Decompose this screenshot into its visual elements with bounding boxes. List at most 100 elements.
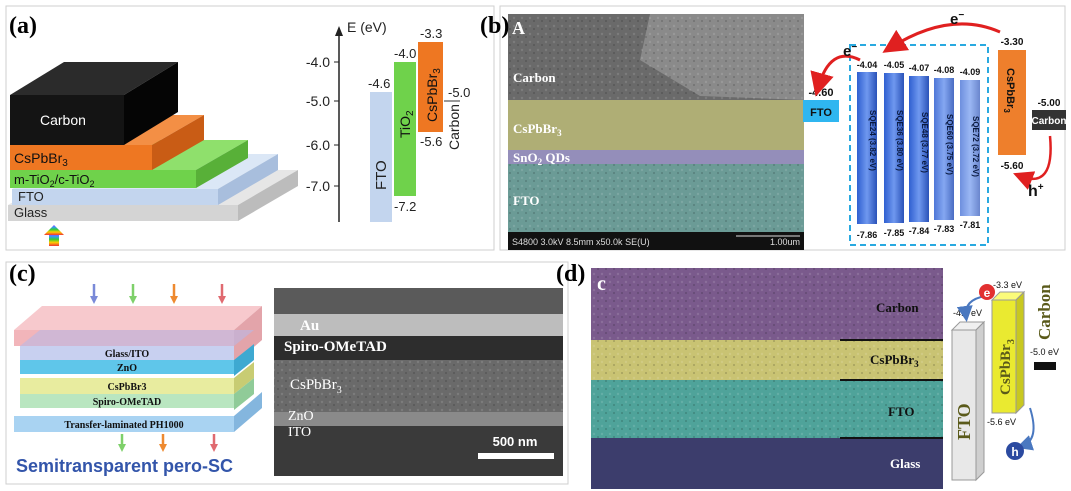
sem-image-b: A Carbon CsPbBr3 SnO2 QDs FTO S4800 3.0k…	[508, 14, 804, 250]
sqe-bar: -4.05 -7.85 SQE36 (3.80 eV)	[884, 60, 905, 238]
fto-box-label: FTO	[810, 107, 832, 119]
sqe-label: SQE60 (3.75 eV)	[945, 114, 954, 175]
scale-bar-label: 500 nm	[493, 434, 538, 449]
sqe-bottom-value: -7.84	[909, 226, 930, 236]
tio2-band-label: TiO2	[397, 110, 416, 138]
sem-image-c: Au Spiro-OMeTAD CsPbBr3 ZnO ITO 500 nm	[274, 288, 563, 476]
panel-a: (a) Glass FTO m-TiO2/c-TiO2 CsPbBr3	[5, 5, 495, 251]
layer-label: Spiro-OMeTAD	[93, 397, 162, 408]
carbon-value: -5.0 eV	[1030, 347, 1059, 357]
tio2-layer-label: m-TiO2/c-TiO2	[14, 172, 95, 189]
transmitted-light-arrows	[118, 434, 218, 452]
fto-value: -4.6 eV	[953, 308, 982, 318]
tio2-band: -4.0 -7.2 TiO2	[394, 46, 416, 214]
sqe-label: SQE24 (3.82 eV)	[868, 110, 877, 171]
hole-icon	[1006, 442, 1024, 460]
sem-footer-right: 1.00um	[770, 237, 800, 247]
electron-label: e−	[950, 10, 964, 28]
panel-b: A Carbon CsPbBr3 SnO2 QDs FTO S4800 3.0k…	[480, 5, 1067, 251]
device-stack: Glass/ITO ZnO CsPbBr3 Spiro-OMeTAD Trans…	[14, 306, 262, 432]
sqe-label: SQE48 (3.77 eV)	[920, 112, 929, 173]
electron-label-left: e−	[843, 42, 857, 60]
layer-label: Glass/ITO	[105, 349, 149, 360]
cs-box: -3.30 -5.60 CsPbBr3	[998, 37, 1026, 172]
carbon-level-label: Carbon	[446, 104, 462, 150]
cs-box-top: -3.30	[1001, 37, 1024, 48]
sqe-bottom-value: -7.85	[884, 228, 905, 238]
electron-arrow-icon	[810, 54, 861, 97]
energy-axis: E (eV) -4.0 -5.0 -6.0 -7.0	[306, 19, 387, 222]
sqe-bottom-value: -7.81	[960, 220, 981, 230]
cs-bottom-value: -5.6 eV	[987, 417, 1016, 427]
sem-fto-label: FTO	[888, 404, 915, 419]
semitransparent-caption: Semitransparent pero-SC	[16, 456, 233, 476]
sqe-bar: -4.08 -7.83 SQE60 (3.75 eV)	[934, 65, 955, 234]
band-diagram-d: -4.6 eV FTO -3.3 eV -5.6 eV CsPbBr3 Carb…	[950, 280, 1059, 482]
panel-a-label: (a)	[9, 13, 37, 39]
cs-top-value: -3.3	[420, 26, 442, 41]
electron-label: e	[984, 286, 991, 300]
light-arrow-icon	[44, 225, 64, 246]
tio2-top-value: -4.0	[394, 46, 416, 61]
sem-carbon-label: Carbon	[513, 70, 556, 85]
fto-bar-label: FTO	[954, 403, 974, 440]
sem-sno2-label: SnO2 QDs	[513, 150, 570, 167]
sqe-bar: -4.07 -7.84 SQE48 (3.77 eV)	[909, 63, 930, 236]
sem-fto-label: FTO	[513, 193, 540, 208]
hole-arrow-icon	[1016, 407, 1035, 451]
layer-glass-ito	[20, 346, 234, 360]
sqe-top-value: -4.05	[884, 60, 905, 70]
layer-carbon: Carbon	[10, 62, 178, 145]
sem-cs-label: CsPbBr3	[870, 352, 919, 369]
cs-box-label: CsPbBr3	[1002, 68, 1016, 113]
fto-box: FTO -4.60	[803, 87, 839, 122]
cs-top-value: -3.3 eV	[993, 280, 1022, 290]
sqe-bottom-value: -7.86	[857, 230, 878, 240]
cs-box-bottom: -5.60	[1001, 161, 1024, 172]
panel-d: (d) c Carbon CsPbBr3 FTO Glass -	[556, 261, 1059, 489]
fto-band-value: -4.6	[368, 76, 390, 91]
cspbbr3-bar	[991, 299, 1017, 414]
fto-band-label: FTO	[373, 160, 390, 190]
tick-label: -4.0	[306, 54, 330, 70]
fto-bar	[951, 329, 977, 481]
sqe-bottom-value: -7.83	[934, 224, 955, 234]
panel-c-label: (c)	[9, 261, 36, 287]
sem-ito-label: ITO	[288, 425, 311, 440]
sqe-label: SQE36 (3.80 eV)	[895, 110, 904, 171]
carbon-level-value: -5.0	[448, 85, 470, 100]
sem-cspbbr3-label: CsPbBr3	[513, 121, 562, 138]
layer-spiro	[20, 394, 234, 408]
scale-bar	[478, 453, 554, 459]
sem-spiro-label: Spiro-OMeTAD	[284, 339, 387, 355]
tick-label: -6.0	[306, 137, 330, 153]
sqe-bar: -4.09 -7.81 SQE72 (3.72 eV)	[960, 67, 981, 230]
sqe-top-value: -4.09	[960, 67, 981, 77]
sqe-top-value: -4.04	[857, 60, 878, 70]
panel-b-label: (b)	[480, 13, 509, 39]
cs-bar-label: CsPbBr3	[998, 339, 1017, 395]
sem-zno-label: ZnO	[288, 409, 314, 424]
fto-box-value: -4.60	[808, 87, 833, 99]
layer-label: CsPbBr3	[108, 382, 147, 393]
carbon-box-value: -5.00	[1038, 98, 1061, 109]
incident-light-arrows	[90, 284, 226, 304]
sqe-label: SQE72 (3.72 eV)	[971, 116, 980, 177]
hole-label: h	[1011, 445, 1018, 459]
hole-arrow-icon	[1013, 135, 1052, 190]
layer-ph1000	[14, 416, 234, 432]
sqe-bar: -4.04 -7.86 SQE24 (3.82 eV)	[857, 60, 878, 240]
sqe-top-value: -4.07	[909, 63, 930, 73]
panel-c-frame	[5, 261, 569, 485]
carbon-level-bar	[1034, 362, 1056, 370]
tick-label: -5.0	[306, 93, 330, 109]
sem-letter-c: c	[597, 273, 606, 295]
carbon-layer-label: Carbon	[40, 112, 86, 128]
layer-zno	[20, 360, 234, 374]
panel-a-frame	[5, 5, 495, 251]
fto-band: -4.6 FTO	[368, 76, 392, 222]
layer-label: Transfer-laminated PH1000	[64, 420, 183, 431]
fto-layer-label: FTO	[18, 189, 44, 204]
cspbbr3-layer-label: CsPbBr3	[14, 150, 68, 169]
layer-cspbbr3	[20, 378, 234, 394]
